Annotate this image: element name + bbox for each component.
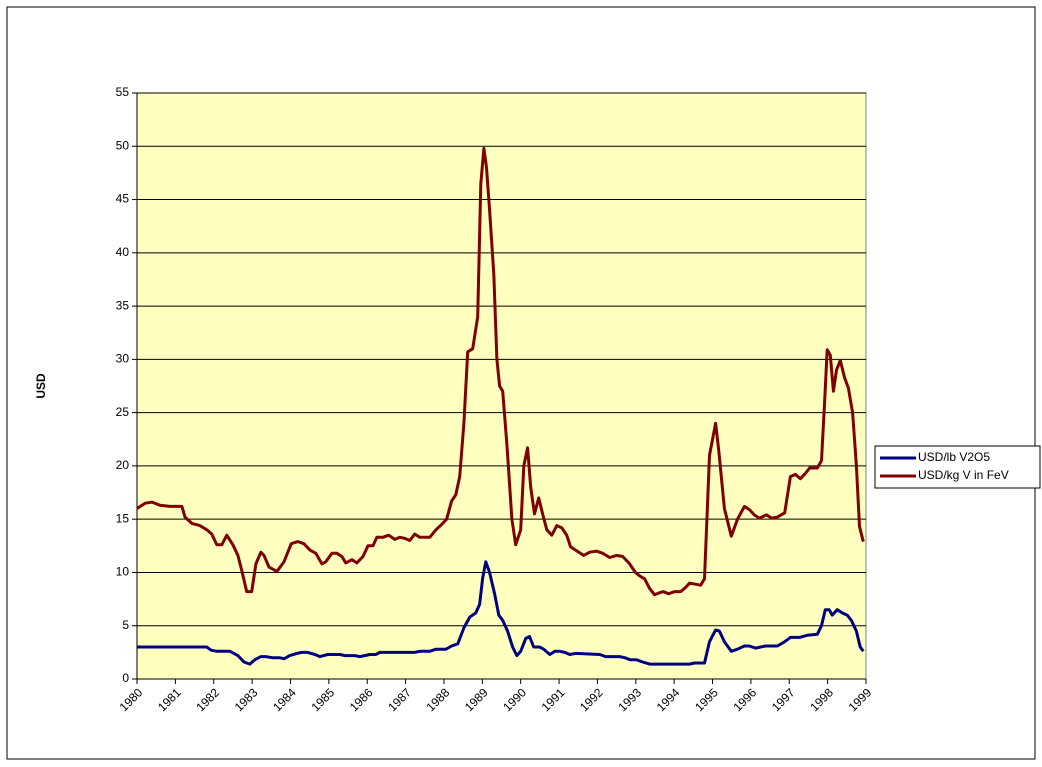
y-tick-label: 20 <box>116 458 130 472</box>
y-tick-label: 0 <box>122 671 129 685</box>
legend-label: USD/kg V in FeV <box>918 468 1009 482</box>
y-tick-label: 35 <box>116 298 130 312</box>
y-tick-label: 30 <box>116 352 130 366</box>
y-tick-label: 5 <box>122 618 129 632</box>
y-tick-label: 55 <box>116 85 130 99</box>
plot-area <box>136 92 867 680</box>
y-tick-label: 50 <box>116 138 130 152</box>
y-tick-label: 10 <box>116 565 130 579</box>
y-tick-label: 25 <box>116 405 130 419</box>
y-tick-label: 15 <box>116 511 130 525</box>
series-line <box>137 560 865 666</box>
legend <box>874 445 1041 489</box>
y-tick-label: 40 <box>116 245 130 259</box>
series-line <box>136 146 865 597</box>
legend-label: USD/lb V2O5 <box>918 450 990 464</box>
y-tick-label: 45 <box>116 192 130 206</box>
y-axis-label: USD <box>34 373 48 399</box>
